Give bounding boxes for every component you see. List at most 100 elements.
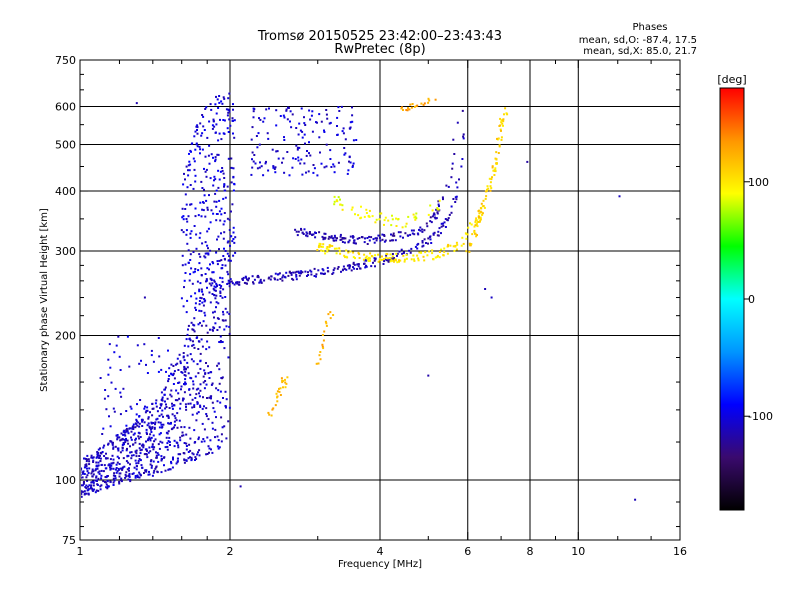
data-point <box>141 466 144 469</box>
y-axis-label: Stationary phase Virtual Height [km] <box>39 208 50 392</box>
data-point <box>415 212 418 215</box>
data-point <box>145 428 148 431</box>
data-point <box>85 463 88 466</box>
data-point <box>409 233 412 236</box>
data-point <box>318 354 321 357</box>
data-point <box>147 422 150 425</box>
data-point <box>456 186 459 189</box>
data-point <box>188 160 191 163</box>
data-point <box>301 231 304 234</box>
data-point <box>219 219 222 222</box>
data-point <box>185 433 188 436</box>
data-point <box>340 238 343 241</box>
data-point <box>333 165 336 168</box>
data-point <box>206 136 209 139</box>
data-point <box>114 468 117 471</box>
data-point <box>198 145 201 148</box>
data-point <box>221 277 224 280</box>
data-point <box>228 406 231 409</box>
data-point <box>130 451 133 454</box>
data-point <box>102 427 105 430</box>
data-point <box>158 414 161 417</box>
data-point <box>372 238 375 241</box>
data-point <box>195 388 198 391</box>
data-point <box>129 427 131 430</box>
data-point <box>205 279 208 282</box>
data-point <box>134 476 137 479</box>
data-point <box>81 490 83 493</box>
data-point <box>85 492 88 495</box>
data-point <box>462 133 465 136</box>
data-point <box>97 489 100 492</box>
data-point <box>276 400 279 403</box>
data-point <box>222 237 225 240</box>
data-point <box>163 393 166 396</box>
data-point <box>285 108 288 111</box>
data-point <box>161 409 164 412</box>
data-point <box>186 299 189 302</box>
data-point <box>221 341 224 343</box>
data-point <box>202 293 204 296</box>
data-point <box>316 121 318 124</box>
data-point <box>284 276 287 279</box>
data-point <box>232 132 234 135</box>
data-point <box>173 420 176 423</box>
data-point <box>187 451 190 453</box>
data-point <box>431 215 434 218</box>
data-point <box>421 228 424 231</box>
data-point <box>90 481 93 484</box>
data-point <box>364 237 366 240</box>
data-point <box>195 297 198 300</box>
y-tick-label: 200 <box>55 330 76 343</box>
data-point <box>165 436 168 439</box>
data-point <box>251 126 254 129</box>
data-point <box>374 265 376 268</box>
data-point <box>297 270 300 273</box>
data-point <box>183 172 185 175</box>
data-point <box>223 184 226 187</box>
data-point <box>199 201 202 204</box>
data-point <box>227 108 230 111</box>
data-point <box>271 408 274 411</box>
data-points <box>81 92 637 501</box>
data-point <box>424 251 427 254</box>
data-point <box>267 411 270 414</box>
data-point <box>83 492 86 495</box>
data-point <box>87 493 90 496</box>
data-point <box>180 385 183 388</box>
data-point <box>158 355 161 358</box>
data-point <box>228 255 230 258</box>
data-point <box>211 271 214 274</box>
data-point <box>475 219 478 222</box>
data-point <box>231 203 234 206</box>
data-point <box>315 275 317 278</box>
data-point <box>102 446 105 449</box>
data-point <box>115 467 118 469</box>
data-point <box>150 422 153 425</box>
data-point <box>199 352 202 355</box>
data-point <box>123 431 126 433</box>
data-point <box>201 132 204 135</box>
data-point <box>81 492 83 495</box>
data-point <box>413 233 416 236</box>
data-point <box>161 426 164 428</box>
data-point <box>175 389 178 392</box>
data-point <box>125 471 128 474</box>
data-point <box>206 453 209 455</box>
data-point <box>228 92 231 95</box>
data-point <box>159 440 162 443</box>
data-point <box>181 264 184 267</box>
data-point <box>303 228 306 231</box>
data-point <box>148 446 151 449</box>
data-point <box>109 466 111 469</box>
data-point <box>357 263 360 266</box>
data-point <box>91 475 94 478</box>
data-point <box>287 274 290 277</box>
data-point <box>127 442 130 445</box>
data-point <box>203 129 206 131</box>
data-point <box>207 154 210 157</box>
data-point <box>191 398 194 401</box>
data-point <box>389 253 392 256</box>
data-point <box>193 406 196 408</box>
data-point <box>238 281 241 284</box>
